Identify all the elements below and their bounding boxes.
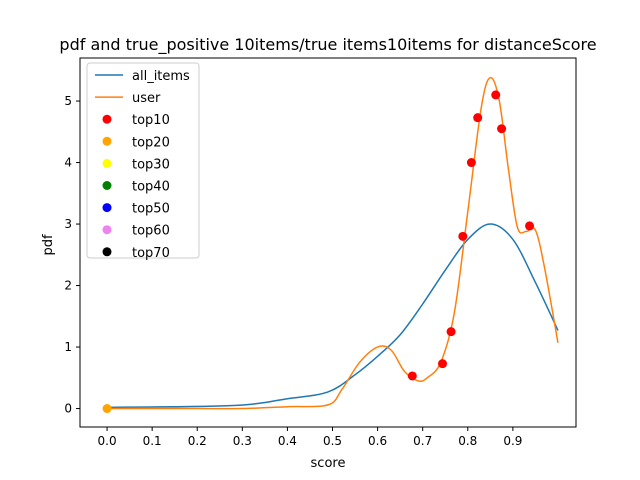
scatter-point-top20 — [102, 404, 112, 414]
x-axis-label: score — [311, 456, 346, 471]
scatter-point-top10 — [446, 327, 456, 337]
scatter-point-top10 — [407, 371, 417, 381]
x-tick-label: 0.6 — [368, 434, 387, 448]
legend-label-top10: top10 — [132, 113, 170, 128]
scatter-point-top10 — [525, 221, 535, 231]
scatter-point-top10 — [458, 231, 468, 241]
legend-box — [86, 62, 200, 259]
legend-label-top40: top40 — [132, 180, 170, 195]
axes-frame — [79, 57, 577, 428]
legend-marker-top10 — [102, 114, 112, 124]
y-tick-label: 3 — [64, 217, 72, 231]
x-tick-label: 0.8 — [458, 434, 477, 448]
x-tick-label: 0.3 — [233, 434, 252, 448]
x-tick-label: 0.7 — [413, 434, 432, 448]
y-tick-label: 1 — [64, 340, 72, 354]
series-line-all_items — [107, 223, 559, 409]
legend-label-top60: top60 — [132, 224, 170, 239]
legend-marker-top60 — [102, 225, 112, 235]
scatter-point-top10 — [491, 90, 501, 100]
y-tick-label: 0 — [64, 402, 72, 416]
legend-label-top20: top20 — [132, 135, 170, 150]
legend-marker-top50 — [102, 203, 112, 213]
y-tick-label: 5 — [64, 94, 72, 108]
legend-label-top30: top30 — [132, 157, 170, 172]
legend-label-user: user — [132, 91, 161, 106]
legend-marker-top30 — [102, 158, 112, 168]
x-tick-label: 0.4 — [278, 434, 297, 448]
y-tick-label: 2 — [64, 279, 72, 293]
series-line-user — [107, 76, 559, 410]
legend-marker-top40 — [102, 181, 112, 190]
y-axis-label: pdf — [41, 234, 56, 256]
legend-marker-top20 — [102, 136, 112, 146]
legend-label-all_items: all_items — [132, 69, 190, 84]
legend-marker-top70 — [102, 247, 112, 257]
scatter-point-top10 — [466, 158, 476, 168]
x-tick-label: 0.9 — [503, 434, 522, 448]
scatter-point-top10 — [473, 113, 483, 123]
scatter-point-top10 — [497, 124, 507, 134]
chart-title: pdf and true_positive 10items/true items… — [59, 35, 596, 55]
scatter-point-top10 — [438, 359, 448, 369]
y-tick-label: 4 — [64, 156, 72, 170]
x-tick-label: 0.0 — [98, 434, 117, 448]
legend-label-top70: top70 — [132, 246, 170, 261]
x-tick-label: 0.2 — [188, 434, 207, 448]
x-tick-label: 0.1 — [143, 434, 162, 448]
x-tick-label: 0.5 — [323, 434, 342, 448]
plot-area: 0.0 0.1 0.2 0.3 0.4 0.5 0.6 0.7 0.8 0.9 0 1 2 3 4 5 — [64, 57, 577, 448]
legend-label-top50: top50 — [132, 202, 170, 217]
